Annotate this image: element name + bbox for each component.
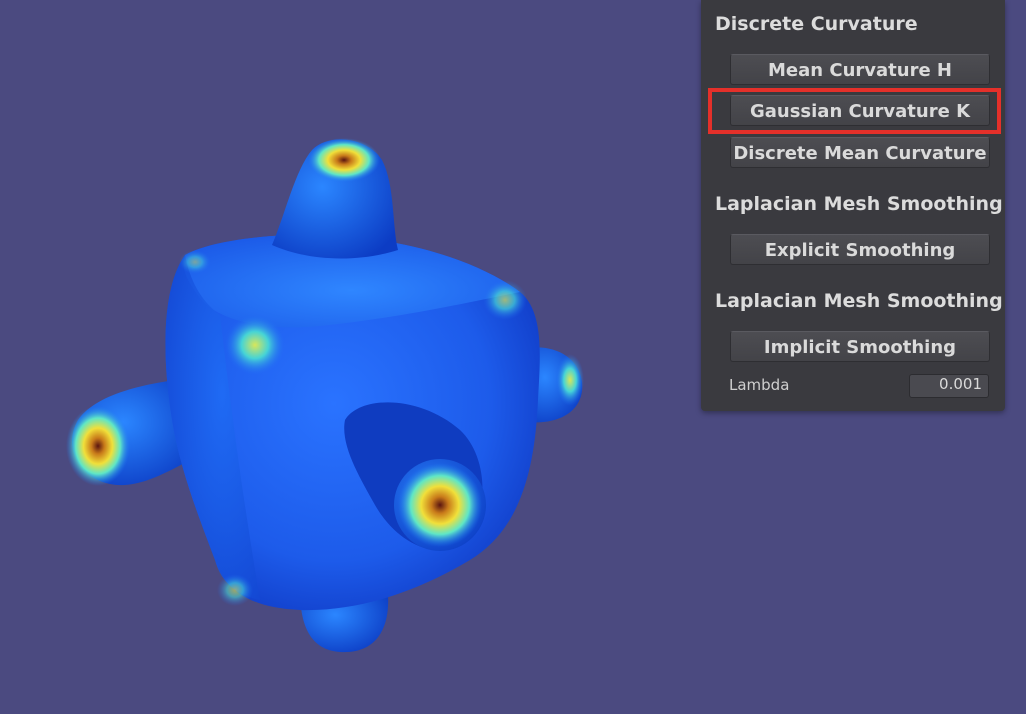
lambda-label: Lambda <box>729 376 790 394</box>
front-bump <box>344 402 486 551</box>
discrete-mean-curvature-button[interactable]: Discrete Mean Curvature <box>730 137 990 168</box>
gaussian-curvature-button[interactable]: Gaussian Curvature K <box>730 95 990 126</box>
implicit-smoothing-button[interactable]: Implicit Smoothing <box>730 331 990 362</box>
section-header-implicit-smoothing: Laplacian Mesh Smoothing <box>715 290 1003 312</box>
lambda-input[interactable]: 0.001 <box>909 374 989 398</box>
mean-curvature-button[interactable]: Mean Curvature H <box>730 54 990 85</box>
section-header-explicit-smoothing: Laplacian Mesh Smoothing <box>715 193 1003 215</box>
left-bump <box>66 380 200 486</box>
section-header-discrete-curvature: Discrete Curvature <box>715 13 918 35</box>
control-panel: Discrete Curvature Mean Curvature H Gaus… <box>701 0 1005 411</box>
explicit-smoothing-button[interactable]: Explicit Smoothing <box>730 234 990 265</box>
top-bump <box>272 138 398 259</box>
